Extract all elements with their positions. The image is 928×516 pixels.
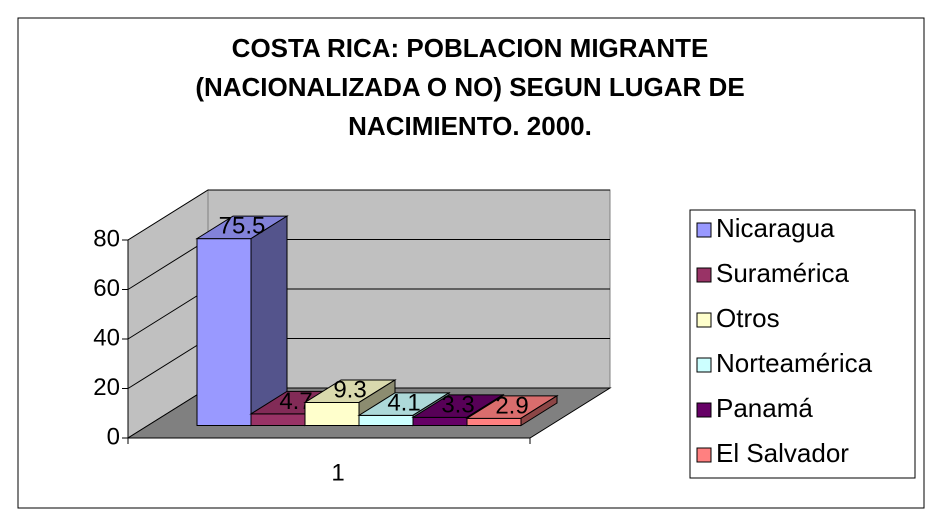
legend-swatch [696,312,712,328]
y-tick-label: 80 [93,225,120,252]
bar-front [412,416,468,426]
bar [195,215,289,427]
bar-front [250,413,306,426]
legend-label: Otros [716,303,780,333]
legend-label: Panamá [716,393,813,423]
legend-label: Nicaragua [716,213,835,243]
y-tick-label: 40 [93,324,120,351]
x-tick-label: 1 [331,459,344,486]
grid-line [127,189,610,241]
legend-label: Suramérica [716,258,849,288]
data-label: 4.1 [387,389,420,416]
bar-front [196,238,252,426]
bar-front [304,401,360,427]
data-label: 2.9 [495,392,528,419]
legend-swatch [696,402,712,418]
data-label: 3.3 [441,391,474,418]
y-tick-label: 60 [93,275,120,302]
y-tick-label: 0 [107,423,120,450]
legend-swatch [696,447,712,463]
chart-title-line: NACIMIENTO. 2000. [348,111,592,141]
data-label: 9.3 [333,377,366,404]
y-tick-label: 20 [93,374,120,401]
bar-front [358,414,414,427]
legend-box [689,209,916,479]
chart-title-line: (NACIONALIZADA O NO) SEGUN LUGAR DE [195,72,744,102]
bar [465,394,559,427]
data-label: 75.5 [219,213,266,240]
legend-swatch [696,222,712,238]
legend-label: Norteamérica [716,348,873,378]
chart-title-line: COSTA RICA: POBLACION MIGRANTE [232,33,709,63]
legend-swatch [696,357,712,373]
legend-swatch [696,267,712,283]
chart-title: COSTA RICA: POBLACION MIGRANTE (NACIONALI… [195,33,744,141]
bar-side [520,394,558,427]
legend-label: El Salvador [716,438,849,468]
